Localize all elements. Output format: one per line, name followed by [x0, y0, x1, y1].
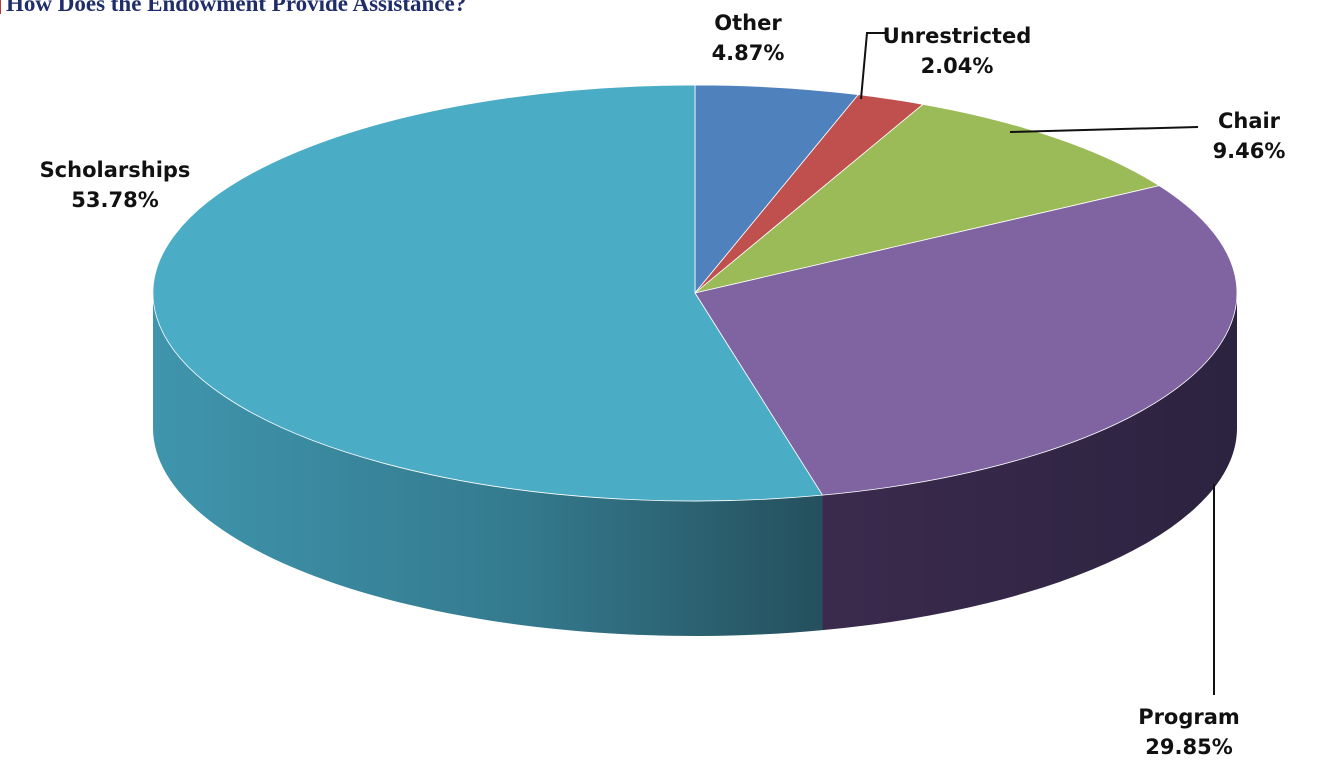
pie-slice-program	[694, 185, 1238, 496]
slice-label-unrestricted: Unrestricted	[883, 24, 1031, 48]
slice-label-chair: Chair	[1218, 109, 1281, 133]
slice-label-program: Program	[1138, 705, 1240, 729]
slice-label-scholarships: Scholarships	[40, 158, 191, 182]
pie-slice-other	[694, 84, 860, 295]
slice-value-program: 29.85%	[1145, 735, 1232, 759]
slice-value-chair: 9.46%	[1213, 139, 1286, 163]
title-bullet-marker	[0, 0, 1, 14]
chart-title-row: How Does the Endowment Provide Assistanc…	[0, 0, 466, 17]
pie-side-scholarships	[153, 293, 823, 636]
pie-slices	[152, 84, 1238, 502]
slice-value-unrestricted: 2.04%	[921, 54, 994, 78]
pie-side-program	[822, 293, 1237, 631]
slice-labels: Other 4.87% Unrestricted 2.04% Chair 9.46% Pro…	[40, 11, 1286, 759]
slice-label-other: Other	[714, 11, 782, 35]
pie-slice-chair	[694, 103, 1161, 294]
chart-title: How Does the Endowment Provide Assistanc…	[6, 0, 467, 16]
leader-line-unrestricted	[860, 32, 887, 100]
slice-value-scholarships: 53.78%	[71, 188, 158, 212]
pie-side-walls	[153, 293, 1237, 636]
pie-slice-scholarships	[152, 84, 824, 502]
slice-value-other: 4.87%	[712, 41, 785, 65]
label-leader-lines	[860, 32, 1215, 695]
leader-line-chair	[1009, 126, 1199, 133]
